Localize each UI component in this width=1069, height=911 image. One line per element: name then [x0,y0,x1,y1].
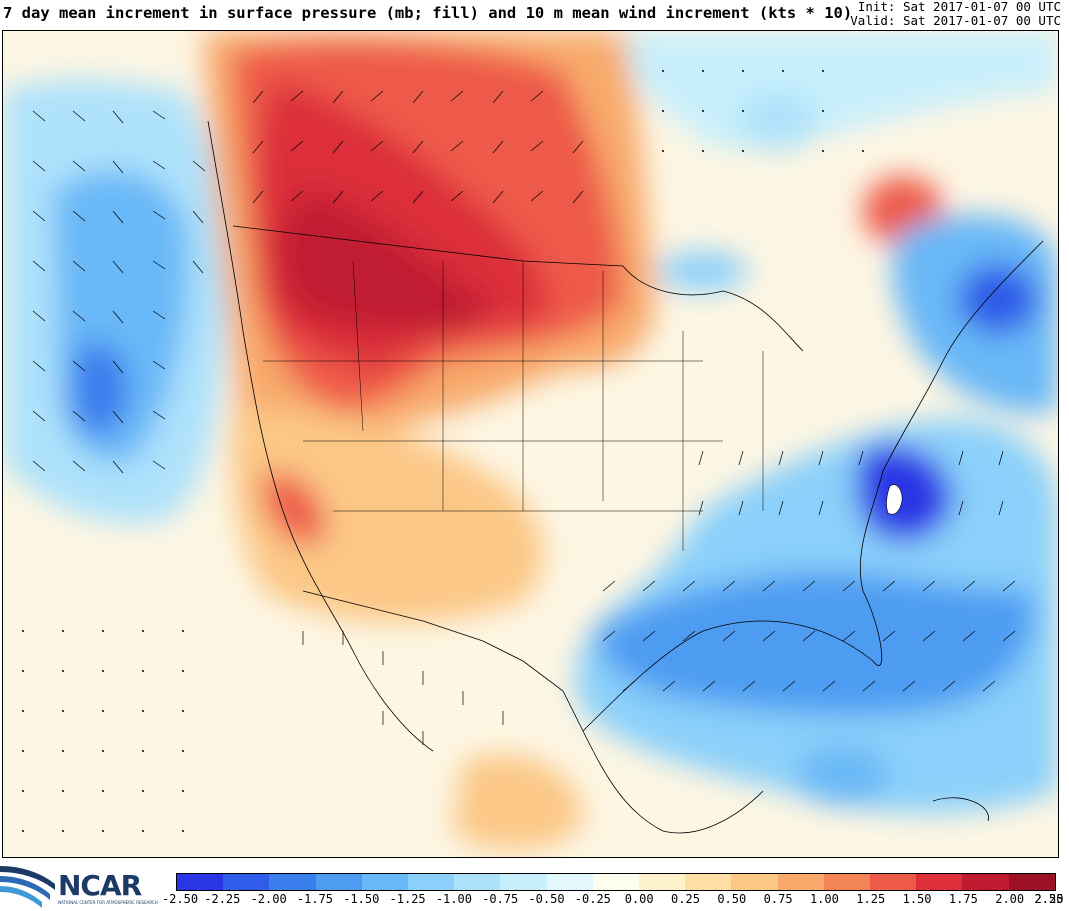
colorbar-segment [777,874,824,890]
colorbar-segment [731,874,778,890]
colorbar-tick-label: 0.50 [717,892,747,906]
calm-dots [22,70,864,832]
colorbar-segment [916,874,963,890]
state-borders [263,260,764,551]
west-coastline [207,120,434,752]
colorbar [176,873,1056,891]
colorbar-tick-label: -0.25 [574,892,611,906]
colorbar-tick-label: 2.25 [1034,892,1064,906]
colorbar-tick-label: 0.75 [763,892,793,906]
colorbar-segment [546,874,593,890]
colorbar-segment [315,874,362,890]
colorbar-tick-label: -1.75 [296,892,333,906]
logo-subtext: NATIONAL CENTER FOR ATMOSPHERIC RESEARCH [58,900,158,905]
colorbar-segment [592,874,640,890]
yucatan-outline [582,730,764,834]
colorbar-labels: -2.50 -2.25 -2.00 -1.75 -1.50 -1.25 -1.00 -0.75… [0,892,1069,908]
colorbar-tick-label: 1.25 [856,892,886,906]
colorbar-segment [454,874,501,890]
colorbar-tick-label: 1.00 [809,892,839,906]
colorbar-segment [361,874,409,890]
colorbar-tick-label: -1.25 [389,892,426,906]
logo-text: NCAR [58,869,142,902]
valid-time: Valid: Sat 2017-01-07 00 UTC [850,13,1061,28]
colorbar-segment [639,874,686,890]
pressure-increment-map [3,31,1058,857]
colorbar-tick-label: 1.50 [902,892,932,906]
colorbar-segment [962,874,1009,890]
ncar-logo [0,866,55,908]
colorbar-segment [500,874,547,890]
colorbar-segment [269,874,316,890]
colorbar-tick-label: -2.25 [204,892,241,906]
colorbar-tick-label: -0.75 [482,892,519,906]
cuba-outline [932,797,989,822]
colorbar-tick-label: 2.00 [995,892,1025,906]
timestamps: Init: Sat 2017-01-07 00 UTC Valid: Sat 2… [850,0,1061,28]
colorbar-tick-label: -2.00 [250,892,287,906]
min-contour-shape [886,484,903,515]
great-lakes-outline [622,265,804,352]
colorbar-segment [870,874,917,890]
wind-barbs [32,90,1016,745]
colorbar-segment [177,874,224,890]
map-panel [2,30,1059,858]
colorbar-tick-label: -1.50 [343,892,380,906]
map-title: 7 day mean increment in surface pressure… [3,4,853,22]
pressure-fill-layer [3,31,1058,850]
init-time: Init: Sat 2017-01-07 00 UTC [857,0,1061,14]
colorbar-segment [223,874,270,890]
colorbar-tick-label: 2.50 [1034,892,1064,906]
colorbar-segment [823,874,871,890]
colorbar-tick-label: -1.00 [435,892,472,906]
colorbar-tick-label: 0.00 [624,892,654,906]
colorbar-tick-label: 1.75 [948,892,978,906]
us-mexico-border [302,590,584,732]
colorbar-tick-label: -2.50 [161,892,199,906]
gulf-east-coastline [582,240,1044,732]
colorbar-segment [408,874,455,890]
colorbar-tick-label: -0.50 [528,892,565,906]
colorbar-segment [685,874,732,890]
colorbar-tick-label: 0.25 [671,892,700,906]
colorbar-segment [1008,874,1055,890]
